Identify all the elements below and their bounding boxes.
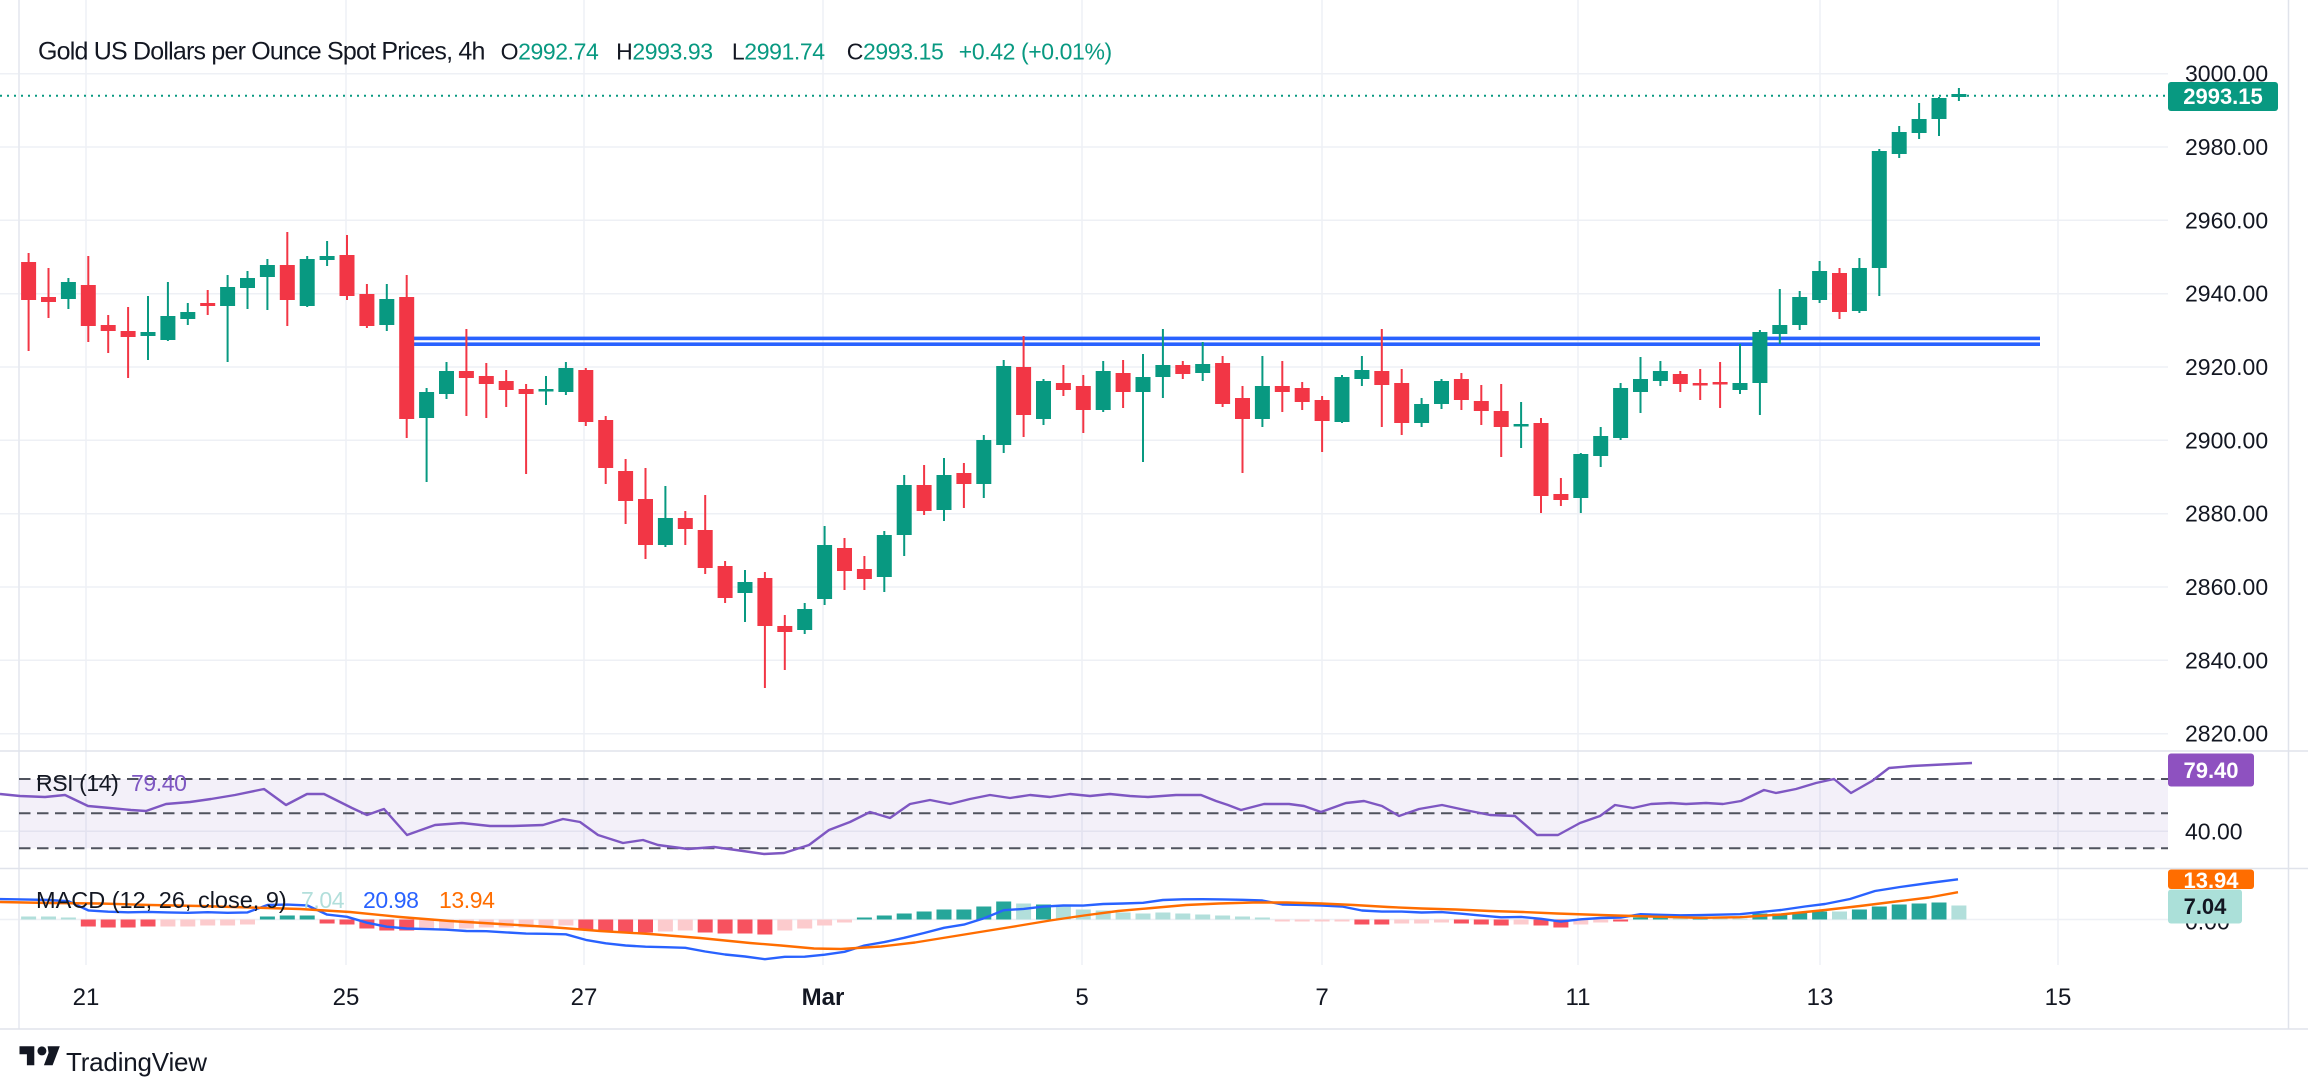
- svg-text:RSI (14): RSI (14): [36, 770, 118, 796]
- svg-text:MACD (12, 26, close, 9): MACD (12, 26, close, 9): [36, 887, 287, 913]
- svg-text:2960.00: 2960.00: [2185, 207, 2268, 233]
- svg-text:2920.00: 2920.00: [2185, 354, 2268, 380]
- svg-text:40.00: 40.00: [2185, 818, 2243, 844]
- svg-text:O2992.74: O2992.74: [501, 39, 599, 65]
- svg-text:2940.00: 2940.00: [2185, 281, 2268, 307]
- svg-text:21: 21: [73, 984, 100, 1011]
- svg-text:Gold US Dollars per Ounce Spot: Gold US Dollars per Ounce Spot Prices, 4…: [38, 38, 485, 66]
- svg-text:2820.00: 2820.00: [2185, 721, 2268, 747]
- svg-text:L2991.74: L2991.74: [732, 39, 825, 65]
- svg-text:11: 11: [1566, 984, 1591, 1011]
- svg-text:2993.15: 2993.15: [2183, 84, 2263, 109]
- svg-text:2880.00: 2880.00: [2185, 501, 2268, 527]
- svg-text:27: 27: [571, 984, 598, 1011]
- svg-text:13.94: 13.94: [439, 887, 495, 913]
- svg-text:Mar: Mar: [802, 984, 845, 1011]
- svg-text:13.94: 13.94: [2183, 868, 2239, 893]
- svg-text:H2993.93: H2993.93: [616, 39, 713, 65]
- svg-text:13: 13: [1807, 984, 1834, 1011]
- svg-text:2840.00: 2840.00: [2185, 647, 2268, 673]
- svg-text:15: 15: [2045, 984, 2072, 1011]
- svg-text:2900.00: 2900.00: [2185, 427, 2268, 453]
- svg-text:7: 7: [1315, 984, 1328, 1011]
- svg-text:2980.00: 2980.00: [2185, 134, 2268, 160]
- svg-text:C2993.15: C2993.15: [847, 39, 944, 65]
- svg-text:TradingView: TradingView: [66, 1047, 207, 1077]
- svg-text:7.04: 7.04: [2184, 894, 2228, 919]
- svg-text:79.40: 79.40: [2183, 758, 2238, 783]
- svg-text:7.04: 7.04: [301, 887, 345, 913]
- svg-text:+0.42 (+0.01%): +0.42 (+0.01%): [959, 39, 1112, 65]
- svg-text:79.40: 79.40: [131, 770, 187, 796]
- svg-text:20.98: 20.98: [363, 887, 419, 913]
- svg-text:25: 25: [333, 984, 360, 1011]
- svg-text:2860.00: 2860.00: [2185, 574, 2268, 600]
- svg-text:5: 5: [1075, 984, 1088, 1011]
